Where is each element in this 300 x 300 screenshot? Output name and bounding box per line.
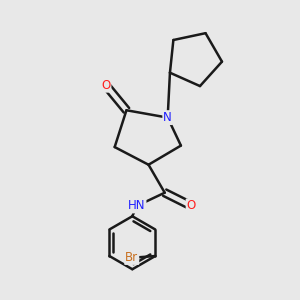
Text: O: O [101,79,110,92]
Text: Br: Br [125,251,138,264]
Text: O: O [187,200,196,212]
Text: N: N [163,111,172,124]
Text: HN: HN [128,200,146,212]
